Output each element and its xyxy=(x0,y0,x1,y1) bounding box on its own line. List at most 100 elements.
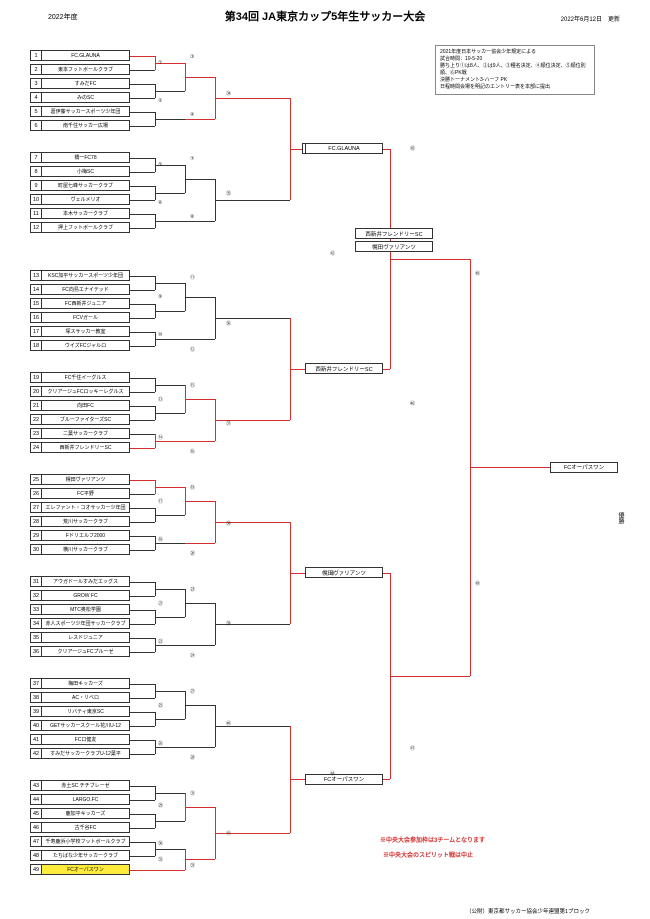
bracket-line xyxy=(155,385,185,386)
team-row: 4みのSC xyxy=(30,92,130,103)
bracket-line xyxy=(130,434,155,435)
bracket-line xyxy=(185,747,215,748)
team-number: 35 xyxy=(30,632,42,643)
team-number: 15 xyxy=(30,298,42,309)
team-row: 27エレファント・コオサッカー少年団 xyxy=(30,502,130,513)
bracket-line xyxy=(245,98,290,99)
match-number: ㉑ xyxy=(158,600,163,607)
footer: （公財）東京都サッカー協会少年連盟第1ブロック xyxy=(466,907,590,915)
bracket-line xyxy=(470,467,550,468)
bracket-line xyxy=(130,610,155,611)
match-number: ㊲ xyxy=(226,420,231,427)
team-number: 8 xyxy=(30,166,42,177)
bracket-line xyxy=(185,297,215,298)
team-name: クリアージュFCプルーゼ xyxy=(42,646,130,657)
team-name: 小梅SC xyxy=(42,166,130,177)
team-row: 17塚スサッカー教室 xyxy=(30,326,130,337)
team-number: 29 xyxy=(30,530,42,541)
team-name: FC向島エナイテッド xyxy=(42,284,130,295)
match-number: ⑭ xyxy=(158,434,163,441)
red-note: ※中央大会のスピリット戦は中止 xyxy=(383,850,473,859)
match-number: ㉛ xyxy=(190,790,195,797)
team-name: 梅田キッカーズ xyxy=(42,678,130,689)
team-name: たちばな少年サッカークラブ xyxy=(42,850,130,861)
bracket-line xyxy=(245,318,290,319)
team-number: 23 xyxy=(30,428,42,439)
match-number: ㉗ xyxy=(190,688,195,695)
team-number: 25 xyxy=(30,474,42,485)
team-name: MTC奥松学園 xyxy=(42,604,130,615)
bracket-line xyxy=(130,550,155,551)
bracket-line xyxy=(155,193,185,194)
team-row: 19FC千住イーグルス xyxy=(30,372,130,383)
bracket-line xyxy=(155,311,185,312)
team-row: 46古千谷FC xyxy=(30,822,130,833)
match-number: ㉚ xyxy=(158,840,163,847)
team-number: 27 xyxy=(30,502,42,513)
match-number: ⑥ xyxy=(158,200,162,206)
team-name: GETサッカースクール花川U-12 xyxy=(42,720,130,731)
match-number: ④ xyxy=(190,112,194,118)
team-number: 6 xyxy=(30,120,42,131)
match-number: ⑰ xyxy=(158,498,163,505)
team-row: 6南千住サッカー広場 xyxy=(30,120,130,131)
bracket-line xyxy=(215,98,245,99)
team-row: 9町屋七峰サッカークラブ xyxy=(30,180,130,191)
team-name: FC口健友 xyxy=(42,734,130,745)
team-number: 11 xyxy=(30,208,42,219)
team-name: 南千住サッカー広場 xyxy=(42,120,130,131)
team-row: 41FC口健友 xyxy=(30,734,130,745)
team-name: すみだFC xyxy=(42,78,130,89)
bracket-line xyxy=(130,186,155,187)
team-name: すみだサッカークラブU-12葉平 xyxy=(42,748,130,759)
match-number: ㉟ xyxy=(226,190,231,197)
bracket-line xyxy=(245,726,290,727)
bracket-line xyxy=(245,833,290,834)
team-row: 16FCVガール xyxy=(30,312,130,323)
bracket-line xyxy=(130,70,155,71)
team-number: 13 xyxy=(30,270,42,281)
team-name: アウガドールすみだエッグス xyxy=(42,576,130,587)
team-number: 39 xyxy=(30,706,42,717)
match-number: ㊵ xyxy=(226,720,231,727)
team-number: 22 xyxy=(30,414,42,425)
bracket-line xyxy=(130,392,155,393)
winner-box: 西新井フレンドリーSC xyxy=(355,228,433,239)
team-row: 14FC向島エナイテッド xyxy=(30,284,130,295)
bracket-line xyxy=(155,793,185,794)
date-label: 2022年6月12日 更新 xyxy=(561,14,620,23)
match-number: ㊶ xyxy=(226,830,231,837)
match-number: ⑯ xyxy=(190,448,195,455)
bracket-line xyxy=(130,228,155,229)
team-name: LARGO.FC xyxy=(42,794,130,805)
team-name: 千寿鹿浜小学校フットボールクラブ xyxy=(42,836,130,847)
team-row: 22ブルーファイターズSC xyxy=(30,414,130,425)
bracket-line xyxy=(130,378,155,379)
team-row: 40GETサッカースクール花川U-12 xyxy=(30,720,130,731)
bracket-line xyxy=(185,501,215,502)
match-number: ㊾ xyxy=(475,580,480,587)
team-row: 38AC・リベロ xyxy=(30,692,130,703)
team-name: ウイズFCジャルロ xyxy=(42,340,130,351)
team-row: 48たちばな少年サッカークラブ xyxy=(30,850,130,861)
bracket-line xyxy=(130,420,155,421)
bracket-line xyxy=(185,705,215,706)
team-number: 19 xyxy=(30,372,42,383)
match-number: ㊼ xyxy=(410,745,415,752)
bracket-line xyxy=(130,842,155,843)
team-number: 31 xyxy=(30,576,42,587)
bracket-line xyxy=(130,346,155,347)
team-number: 32 xyxy=(30,590,42,601)
team-name: FC千住イーグルス xyxy=(42,372,130,383)
team-name: 古千谷FC xyxy=(42,822,130,833)
bracket-line xyxy=(185,859,215,860)
bracket-line xyxy=(420,259,470,260)
team-row: 47千寿鹿浜小学校フットボールクラブ xyxy=(30,836,130,847)
team-row: 15FC西新井ジュニア xyxy=(30,298,130,309)
team-row: 2東本フットボールクラブ xyxy=(30,64,130,75)
match-number: ㉝ xyxy=(190,862,195,869)
match-number: ㊷ xyxy=(330,250,335,257)
bracket-line xyxy=(245,624,290,625)
bracket-line xyxy=(155,339,185,340)
team-row: 10ヴェルメリオ xyxy=(30,194,130,205)
